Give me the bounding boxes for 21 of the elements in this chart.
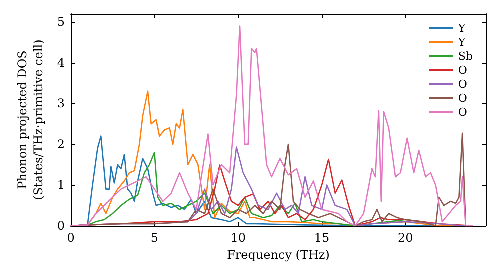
legend-label: O [458,78,468,91]
line-series [70,26,474,227]
legend-label: O [458,106,468,119]
y-tick-label: 2 [57,137,65,152]
x-tick-label: 0 [67,231,75,245]
legend-label: Y [457,36,466,49]
legend-label: Y [457,22,466,35]
x-tick-label: 20 [398,231,414,245]
x-tick-label: 15 [314,231,330,245]
y-tick-label: 1 [57,178,65,192]
legend-label: O [458,64,468,77]
legend-label: O [458,92,468,105]
y-axis-title: Phonon projected DOS (States/THz·primitive cell) [15,40,46,200]
y-tick-label: 4 [57,56,66,70]
x-axis-title: Frequency (THz) [227,248,330,262]
y-tick-label: 5 [57,15,65,30]
x-tick-label: 10 [230,231,246,245]
legend-label: Sb [458,50,473,63]
x-tick-label: 5 [150,231,158,245]
y-tick-label: 3 [57,96,65,111]
y-tick-label: 0 [57,219,65,233]
